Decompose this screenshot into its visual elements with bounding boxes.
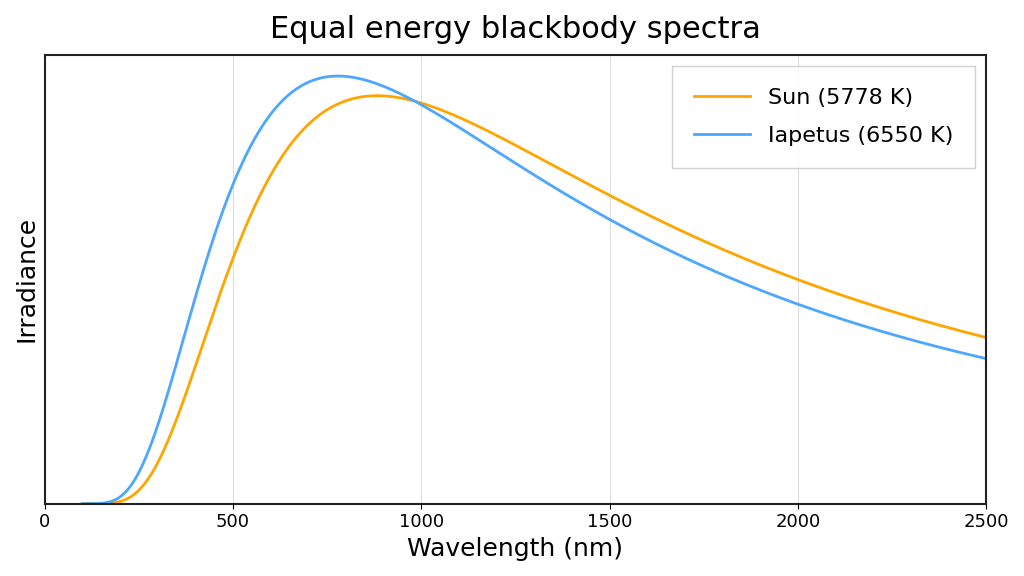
Sun (5778 K) bbox=[442, 109, 455, 116]
Iapetus (6550 K) bbox=[442, 118, 455, 124]
Sun (5778 K) bbox=[168, 421, 180, 428]
Sun (5778 K) bbox=[475, 124, 487, 131]
Iapetus (6550 K) bbox=[782, 297, 795, 304]
Iapetus (6550 K) bbox=[332, 73, 344, 79]
Iapetus (6550 K) bbox=[799, 303, 811, 310]
Iapetus (6550 K) bbox=[168, 367, 180, 374]
X-axis label: Wavelength (nm): Wavelength (nm) bbox=[408, 537, 624, 561]
Sun (5778 K) bbox=[697, 238, 710, 245]
Line: Iapetus (6550 K): Iapetus (6550 K) bbox=[82, 76, 986, 504]
Iapetus (6550 K) bbox=[980, 355, 992, 362]
Sun (5778 K) bbox=[371, 92, 383, 99]
Sun (5778 K) bbox=[76, 501, 88, 507]
Sun (5778 K) bbox=[782, 272, 795, 279]
Iapetus (6550 K) bbox=[697, 263, 710, 270]
Iapetus (6550 K) bbox=[475, 138, 487, 145]
Y-axis label: Irradiance: Irradiance bbox=[15, 216, 39, 342]
Iapetus (6550 K) bbox=[76, 501, 88, 507]
Title: Equal energy blackbody spectra: Equal energy blackbody spectra bbox=[270, 15, 761, 44]
Legend: Sun (5778 K), Iapetus (6550 K): Sun (5778 K), Iapetus (6550 K) bbox=[672, 66, 975, 168]
Sun (5778 K) bbox=[980, 334, 992, 341]
Sun (5778 K) bbox=[799, 279, 811, 286]
Line: Sun (5778 K): Sun (5778 K) bbox=[82, 96, 986, 504]
